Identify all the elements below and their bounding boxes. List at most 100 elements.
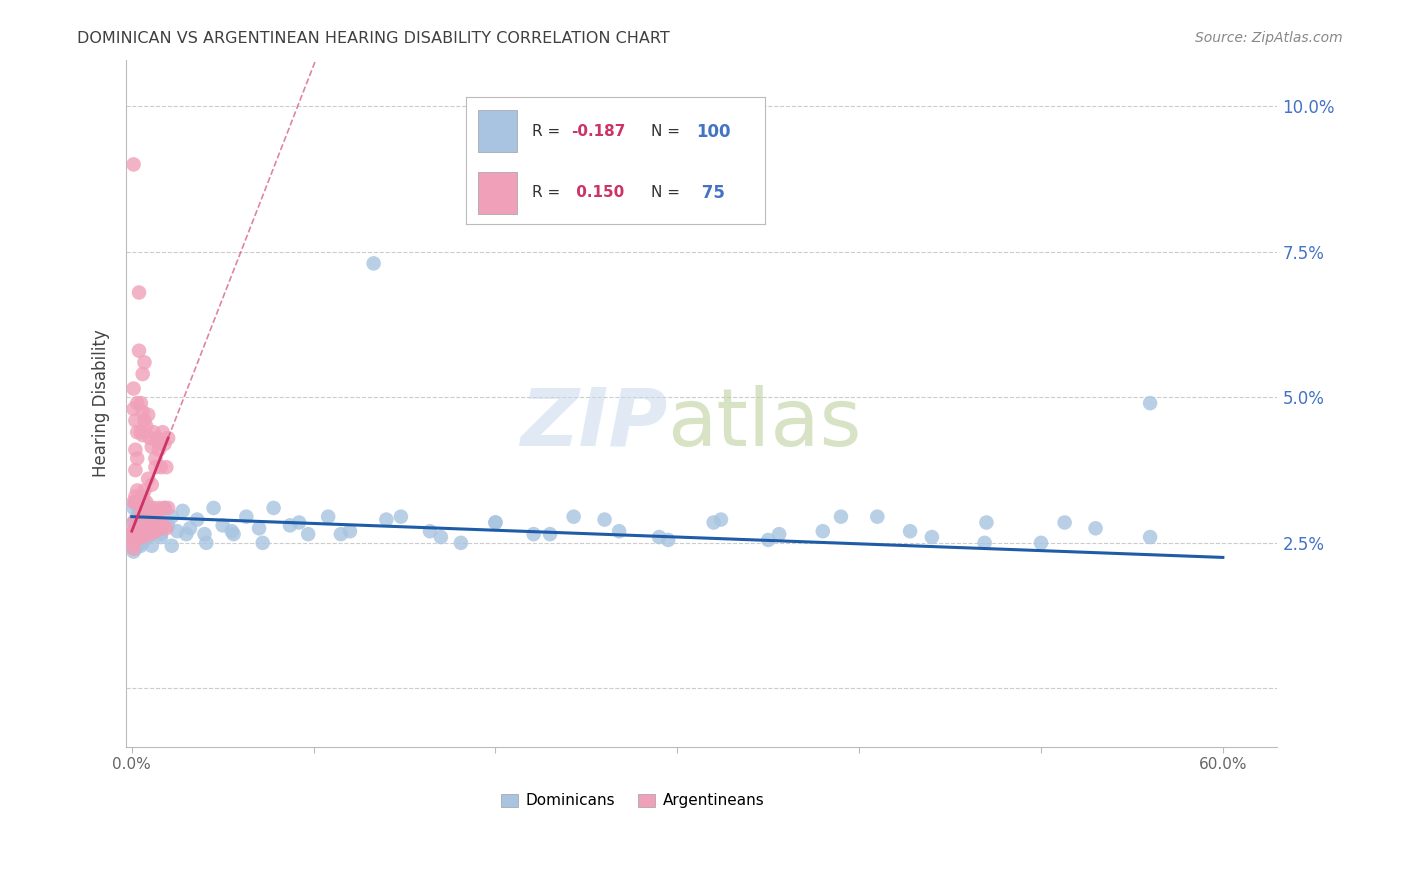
Point bbox=[131, 405, 153, 419]
Point bbox=[1029, 536, 1052, 550]
Point bbox=[142, 425, 165, 440]
Point bbox=[131, 500, 153, 515]
Point bbox=[657, 533, 679, 547]
Point bbox=[166, 524, 188, 539]
Point bbox=[430, 530, 453, 544]
Point bbox=[131, 521, 153, 535]
Text: ZIP: ZIP bbox=[520, 384, 668, 463]
Point bbox=[146, 516, 169, 530]
Point bbox=[122, 495, 145, 509]
Point bbox=[128, 504, 150, 518]
Point bbox=[141, 518, 163, 533]
Point bbox=[141, 477, 163, 491]
Point bbox=[186, 512, 208, 526]
Point bbox=[484, 516, 506, 530]
Point bbox=[146, 431, 169, 445]
Point bbox=[127, 524, 149, 539]
Point bbox=[148, 500, 170, 515]
Y-axis label: Hearing Disability: Hearing Disability bbox=[93, 329, 110, 477]
Point bbox=[127, 425, 149, 440]
Point bbox=[145, 524, 167, 539]
Point bbox=[523, 527, 546, 541]
Point bbox=[222, 527, 245, 541]
Point bbox=[263, 500, 285, 515]
Point bbox=[122, 536, 145, 550]
Point bbox=[122, 516, 145, 530]
Point bbox=[131, 428, 153, 442]
Point bbox=[129, 495, 152, 509]
Point bbox=[973, 536, 995, 550]
Point bbox=[193, 527, 215, 541]
Point bbox=[124, 521, 146, 535]
Point bbox=[148, 442, 170, 457]
Point bbox=[136, 408, 159, 422]
Point bbox=[593, 512, 616, 526]
Point bbox=[127, 483, 149, 498]
Point bbox=[155, 460, 177, 475]
Point bbox=[122, 382, 145, 396]
Point bbox=[122, 527, 145, 541]
Point bbox=[136, 509, 159, 524]
Point bbox=[128, 343, 150, 358]
Point bbox=[134, 414, 156, 428]
Point bbox=[122, 524, 145, 539]
Point bbox=[135, 518, 157, 533]
Point bbox=[607, 524, 630, 539]
Point bbox=[122, 157, 145, 171]
Point bbox=[179, 521, 201, 535]
Point bbox=[703, 516, 725, 530]
Point bbox=[247, 521, 270, 535]
Point bbox=[122, 500, 145, 515]
Point bbox=[122, 533, 145, 547]
Point bbox=[127, 451, 149, 466]
Point bbox=[127, 527, 149, 541]
Point bbox=[202, 500, 225, 515]
Point bbox=[129, 396, 152, 410]
Point bbox=[127, 524, 149, 539]
Point bbox=[124, 541, 146, 556]
Point bbox=[329, 527, 352, 541]
Point bbox=[122, 536, 145, 550]
Point bbox=[149, 521, 172, 535]
Point bbox=[134, 527, 156, 541]
Point bbox=[176, 527, 198, 541]
Point bbox=[148, 437, 170, 451]
Point bbox=[1139, 396, 1161, 410]
Point bbox=[811, 524, 834, 539]
Point bbox=[129, 527, 152, 541]
Point bbox=[145, 524, 167, 539]
Point bbox=[149, 460, 172, 475]
Point bbox=[122, 541, 145, 556]
Point bbox=[145, 451, 167, 466]
Point bbox=[124, 442, 146, 457]
Point bbox=[122, 544, 145, 558]
Point bbox=[127, 498, 149, 512]
Point bbox=[128, 285, 150, 300]
Point bbox=[538, 527, 561, 541]
Point bbox=[139, 500, 162, 515]
Point bbox=[146, 507, 169, 521]
Point bbox=[135, 419, 157, 434]
Point bbox=[153, 500, 176, 515]
Point bbox=[297, 527, 319, 541]
Point bbox=[211, 518, 233, 533]
Text: atlas: atlas bbox=[668, 384, 862, 463]
Point bbox=[419, 524, 441, 539]
Point bbox=[142, 524, 165, 539]
Point bbox=[235, 509, 257, 524]
Point bbox=[136, 530, 159, 544]
Point bbox=[152, 425, 174, 440]
Point bbox=[157, 500, 180, 515]
Point bbox=[128, 512, 150, 526]
Point bbox=[136, 472, 159, 486]
Point bbox=[141, 507, 163, 521]
Point bbox=[157, 518, 180, 533]
Point bbox=[124, 533, 146, 547]
Point bbox=[195, 536, 218, 550]
Point bbox=[124, 536, 146, 550]
Point bbox=[768, 527, 790, 541]
Point bbox=[134, 507, 156, 521]
Point bbox=[139, 527, 162, 541]
Point bbox=[122, 516, 145, 530]
Point bbox=[830, 509, 852, 524]
